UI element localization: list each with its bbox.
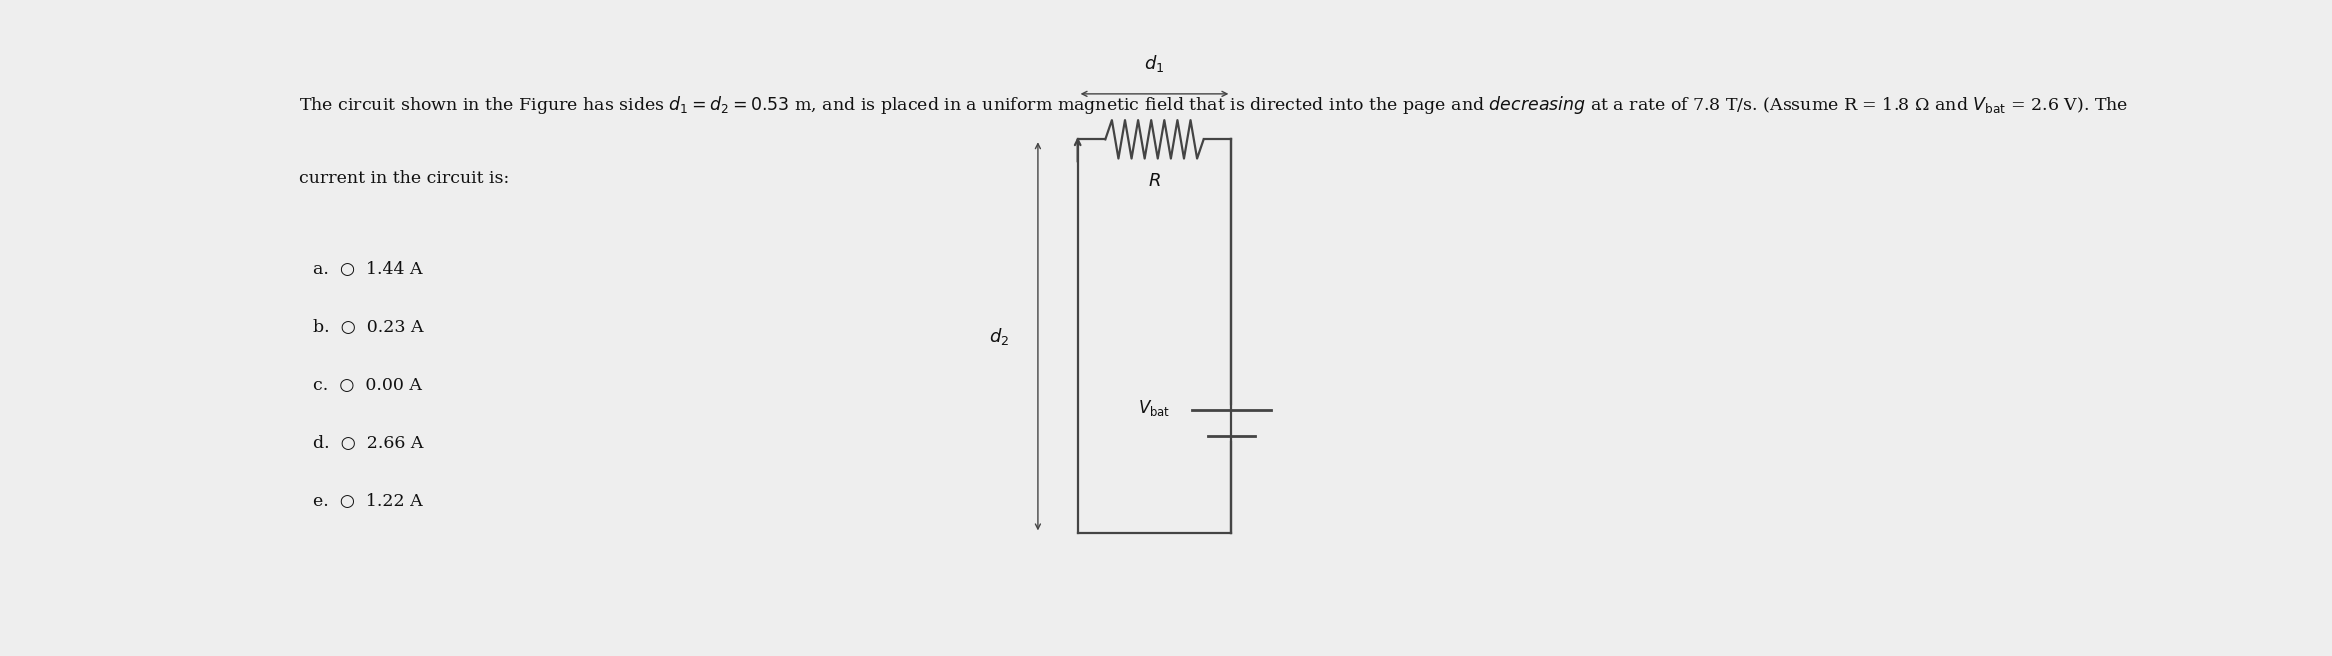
Text: e.  ○  1.22 A: e. ○ 1.22 A (312, 493, 422, 510)
Text: d.  ○  2.66 A: d. ○ 2.66 A (312, 435, 424, 452)
Text: a.  ○  1.44 A: a. ○ 1.44 A (312, 260, 422, 277)
Text: c.  ○  0.00 A: c. ○ 0.00 A (312, 377, 422, 394)
Text: The circuit shown in the Figure has sides $d_1=d_2=0.53$ m, and is placed in a u: The circuit shown in the Figure has side… (298, 94, 2129, 116)
Text: $d_1$: $d_1$ (1145, 52, 1164, 73)
Text: current in the circuit is:: current in the circuit is: (298, 170, 508, 187)
Text: $V_{\rm bat}$: $V_{\rm bat}$ (1138, 398, 1171, 418)
Text: $d_2$: $d_2$ (989, 326, 1010, 347)
Text: b.  ○  0.23 A: b. ○ 0.23 A (312, 319, 424, 336)
Text: $R$: $R$ (1147, 172, 1161, 190)
